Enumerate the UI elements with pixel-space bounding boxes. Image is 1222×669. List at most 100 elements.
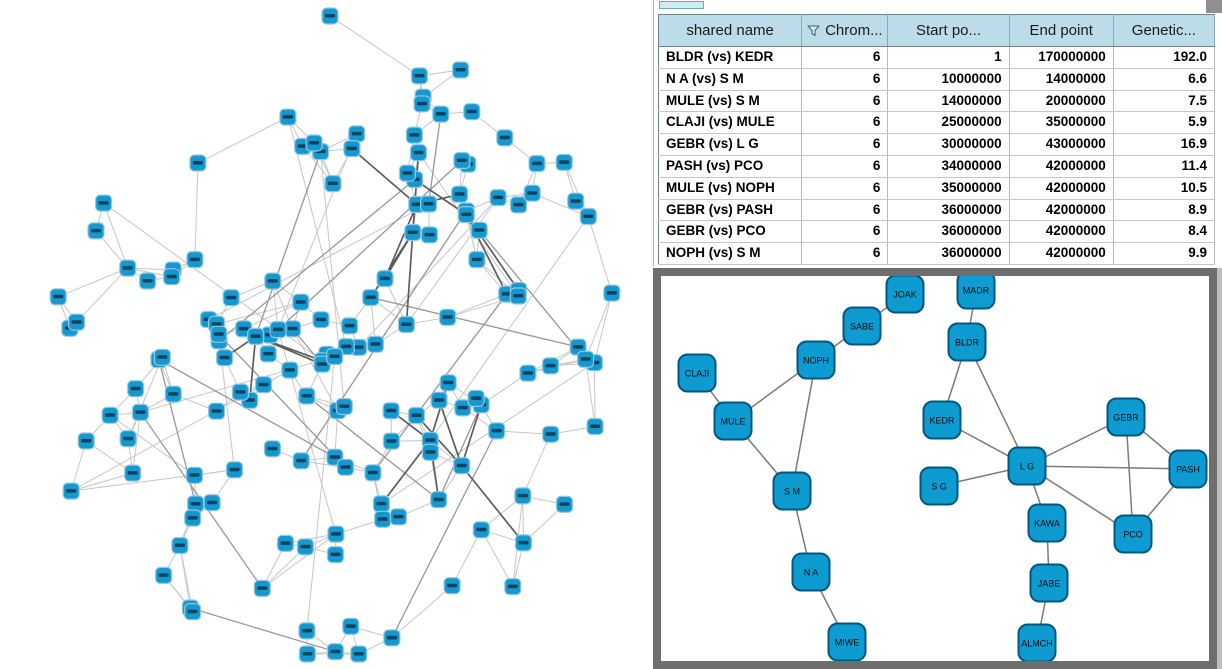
overview-node[interactable] <box>292 452 310 470</box>
overview-node[interactable] <box>514 534 533 552</box>
overview-node[interactable] <box>420 195 438 213</box>
column-header-start-point[interactable]: Start po... <box>887 14 1010 47</box>
overview-node[interactable] <box>409 144 428 162</box>
column-header-shared-name[interactable]: shared name <box>658 14 803 47</box>
filter-icon[interactable] <box>807 24 820 37</box>
overview-node[interactable] <box>225 461 244 479</box>
overview-node[interactable] <box>376 270 394 288</box>
overview-node[interactable] <box>210 325 228 343</box>
network-node-s-m[interactable]: S M <box>772 471 812 511</box>
network-edge-bldr-l-g[interactable] <box>966 341 1028 467</box>
table-row[interactable]: GEBR (vs) PCO 6 36000000 42000000 8.4 <box>658 220 1216 244</box>
overview-node[interactable] <box>509 287 527 305</box>
network-node-gebr[interactable]: GEBR <box>1106 397 1146 437</box>
overview-node[interactable] <box>504 577 522 596</box>
network-node-s-g[interactable]: S G <box>919 466 959 506</box>
overview-node[interactable] <box>292 293 310 311</box>
overview-node[interactable] <box>259 345 277 363</box>
overview-node[interactable] <box>488 422 506 440</box>
overview-node[interactable] <box>186 251 204 269</box>
network-node-n-a[interactable]: N A <box>791 552 831 592</box>
overview-node[interactable] <box>410 67 428 85</box>
network-node-bldr[interactable]: BLDR <box>947 322 987 362</box>
network-node-sabe[interactable]: SABE <box>842 306 882 346</box>
overview-node[interactable] <box>348 125 366 143</box>
overview-node[interactable] <box>542 425 560 443</box>
overview-node[interactable] <box>374 510 392 528</box>
table-row[interactable]: PASH (vs) PCO 6 34000000 42000000 11.4 <box>658 155 1216 178</box>
overview-node[interactable] <box>586 417 604 436</box>
table-row[interactable]: CLAJI (vs) MULE 6 25000000 35000000 5.9 <box>658 111 1216 135</box>
network-node-noph[interactable]: NOPH <box>796 340 836 380</box>
overview-node[interactable] <box>87 222 105 240</box>
overview-node[interactable] <box>335 397 353 416</box>
overview-node[interactable] <box>119 430 137 448</box>
overview-node[interactable] <box>216 349 234 367</box>
overview-node[interactable] <box>555 153 573 171</box>
network-node-madr[interactable]: MADR <box>956 276 996 310</box>
overview-node[interactable] <box>231 383 249 401</box>
network-node-l-g[interactable]: L G <box>1007 446 1047 486</box>
overview-node[interactable] <box>247 327 265 345</box>
network-node-jabe[interactable]: JABE <box>1029 563 1069 603</box>
overview-node[interactable] <box>364 464 382 482</box>
overview-node[interactable] <box>77 432 95 450</box>
overview-node[interactable] <box>541 357 560 375</box>
overview-node[interactable] <box>139 272 157 290</box>
overview-node[interactable] <box>324 175 342 193</box>
overview-node[interactable] <box>519 364 537 382</box>
overview-node[interactable] <box>457 206 475 224</box>
overview-node[interactable] <box>413 95 431 113</box>
overview-node[interactable] <box>468 251 486 269</box>
overview-node[interactable] <box>496 129 514 147</box>
overview-node[interactable] <box>153 348 171 366</box>
table-row[interactable]: MULE (vs) S M 6 14000000 20000000 7.5 <box>658 90 1216 113</box>
overview-node[interactable] <box>430 391 448 409</box>
overview-node[interactable] <box>350 645 368 663</box>
network-node-miwe[interactable]: MIWE <box>827 622 867 661</box>
overview-node[interactable] <box>131 403 149 421</box>
overview-node[interactable] <box>523 184 541 202</box>
overview-node[interactable] <box>185 466 204 484</box>
overview-node[interactable] <box>489 189 507 207</box>
subnetwork-canvas[interactable]: JOAK MADR SABE NOPH BLDR CLAJI MULE KEDR GEBR L G… <box>661 276 1209 661</box>
overview-node[interactable] <box>67 313 86 331</box>
overview-node[interactable] <box>164 385 182 403</box>
overview-node[interactable] <box>603 284 621 302</box>
overview-node[interactable] <box>579 207 597 226</box>
table-row[interactable]: BLDR (vs) KEDR 6 1 170000000 192.0 <box>658 46 1216 69</box>
overview-node[interactable] <box>467 389 485 407</box>
overview-node[interactable] <box>189 154 207 172</box>
overview-node[interactable] <box>420 226 439 244</box>
overview-node[interactable] <box>222 289 240 307</box>
overview-node[interactable] <box>372 495 390 513</box>
overview-node[interactable] <box>184 509 202 527</box>
overview-node[interactable] <box>421 443 439 461</box>
network-node-pco[interactable]: PCO <box>1113 514 1153 554</box>
overview-node[interactable] <box>171 536 189 555</box>
column-header-chromosome[interactable]: Chrom... <box>801 14 889 47</box>
network-node-claji[interactable]: CLAJI <box>677 353 717 393</box>
overview-node[interactable] <box>187 495 205 513</box>
network-node-kawa[interactable]: KAWA <box>1027 503 1067 543</box>
overview-node[interactable] <box>398 164 416 182</box>
column-header-end-point[interactable]: End point <box>1009 14 1114 47</box>
overview-node[interactable] <box>255 376 273 394</box>
network-node-mule[interactable]: MULE <box>713 401 753 441</box>
overview-node[interactable] <box>163 268 181 286</box>
overview-node[interactable] <box>567 192 585 210</box>
overview-node[interactable] <box>336 458 355 476</box>
overview-node[interactable] <box>298 622 316 640</box>
overview-node[interactable] <box>509 196 528 214</box>
tab-fragment[interactable] <box>659 1 704 9</box>
overview-node[interactable] <box>432 105 450 123</box>
overview-node[interactable] <box>321 7 339 25</box>
overview-node[interactable] <box>253 579 271 598</box>
overview-node[interactable] <box>443 577 461 595</box>
overview-node[interactable] <box>298 387 316 405</box>
network-node-pash[interactable]: PASH <box>1168 449 1208 489</box>
table-row[interactable]: GEBR (vs) PASH 6 36000000 42000000 8.9 <box>658 199 1216 222</box>
overview-node[interactable] <box>362 288 380 307</box>
overview-node[interactable] <box>576 350 595 368</box>
overview-node[interactable] <box>407 406 426 425</box>
